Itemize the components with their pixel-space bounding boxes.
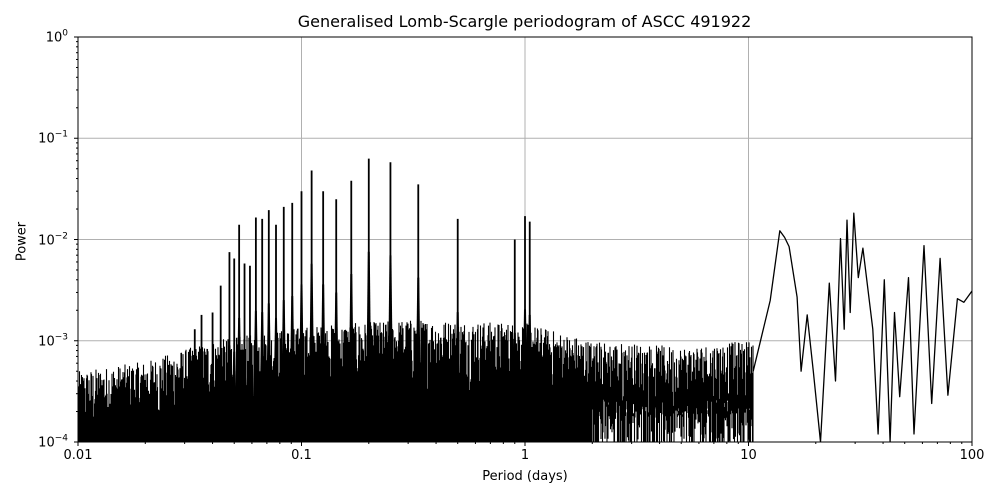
x-tick-label: 100 [959, 448, 985, 463]
data-line [78, 158, 972, 442]
axes-frame [77, 36, 973, 443]
chart-title: Generalised Lomb-Scargle periodogram of … [297, 12, 752, 31]
y-tick-label: 100 [45, 28, 68, 46]
y-tick-label: 10−1 [38, 129, 68, 147]
y-tick-label: 10−3 [38, 332, 68, 350]
x-axis-label: Period (days) [482, 469, 568, 484]
y-tick-label: 10−2 [38, 231, 68, 248]
x-tick-label: 0.1 [291, 448, 312, 463]
x-tick-label: 10 [740, 448, 757, 463]
x-tick-label: 1 [520, 448, 530, 463]
y-tick-label: 10−4 [38, 433, 68, 451]
x-tick-label: 0.01 [63, 448, 93, 463]
